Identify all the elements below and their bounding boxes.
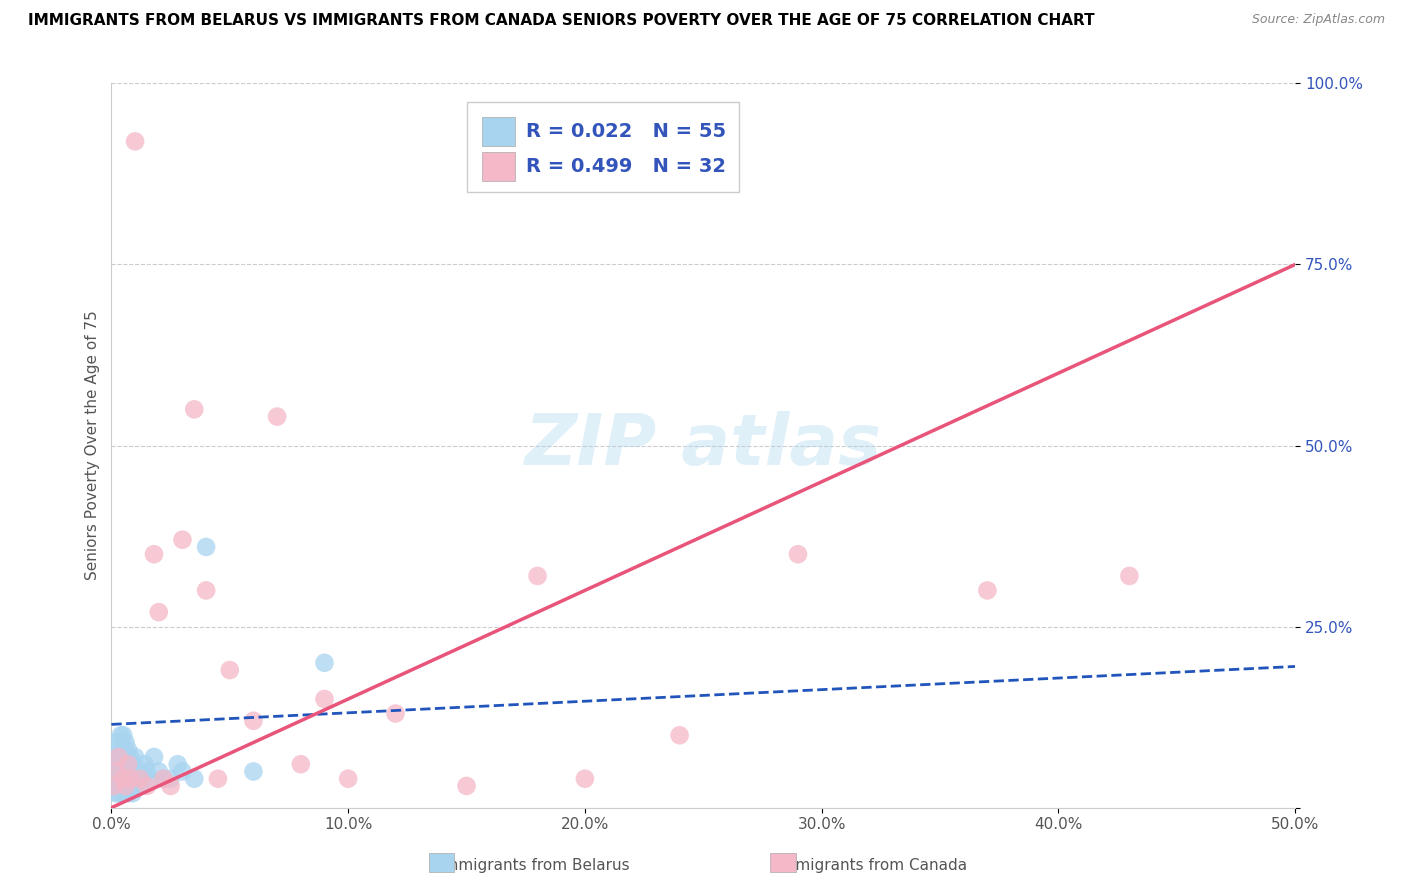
Point	[107, 764, 129, 779]
Point	[105, 786, 128, 800]
Point	[266, 409, 288, 424]
Point	[668, 728, 690, 742]
Point	[121, 772, 143, 786]
Point	[120, 750, 142, 764]
Text: Immigrants from Canada: Immigrants from Canada	[776, 858, 967, 872]
Point	[112, 728, 135, 742]
Point	[117, 772, 139, 786]
Point	[1118, 569, 1140, 583]
Point	[128, 772, 150, 786]
Point	[105, 764, 128, 779]
Point	[135, 764, 157, 779]
Point	[131, 772, 153, 786]
Point	[121, 757, 143, 772]
Point	[384, 706, 406, 721]
Point	[314, 692, 336, 706]
Point	[143, 547, 166, 561]
Point	[110, 728, 132, 742]
Point	[195, 583, 218, 598]
FancyBboxPatch shape	[482, 118, 515, 146]
Point	[124, 134, 146, 148]
Text: Source: ZipAtlas.com: Source: ZipAtlas.com	[1251, 13, 1385, 27]
Point	[103, 772, 125, 786]
Point	[114, 779, 136, 793]
Point	[159, 772, 181, 786]
Point	[117, 757, 139, 772]
Y-axis label: Seniors Poverty Over the Age of 75: Seniors Poverty Over the Age of 75	[86, 310, 100, 581]
Point	[152, 772, 174, 786]
Point	[134, 757, 156, 772]
Point	[135, 779, 157, 793]
Point	[124, 779, 146, 793]
Point	[195, 540, 218, 554]
Point	[526, 569, 548, 583]
Point	[117, 743, 139, 757]
Point	[107, 786, 129, 800]
Point	[103, 743, 125, 757]
Text: IMMIGRANTS FROM BELARUS VS IMMIGRANTS FROM CANADA SENIORS POVERTY OVER THE AGE O: IMMIGRANTS FROM BELARUS VS IMMIGRANTS FR…	[28, 13, 1095, 29]
Point	[110, 779, 132, 793]
Point	[112, 772, 135, 786]
Point	[107, 779, 129, 793]
Point	[103, 757, 125, 772]
FancyBboxPatch shape	[467, 102, 738, 192]
Point	[124, 750, 146, 764]
Point	[127, 772, 149, 786]
Point	[166, 757, 188, 772]
Point	[112, 757, 135, 772]
Text: R = 0.499   N = 32: R = 0.499 N = 32	[526, 157, 725, 177]
Point	[314, 656, 336, 670]
Point	[128, 764, 150, 779]
Point	[242, 714, 264, 728]
Point	[107, 750, 129, 764]
Point	[114, 764, 136, 779]
Point	[107, 757, 129, 772]
Point	[107, 750, 129, 764]
Point	[787, 547, 810, 561]
Point	[124, 764, 146, 779]
Point	[456, 779, 478, 793]
Point	[112, 786, 135, 800]
Point	[117, 786, 139, 800]
Point	[183, 772, 205, 786]
Point	[148, 605, 170, 619]
Point	[138, 772, 160, 786]
Point	[976, 583, 998, 598]
Point	[105, 735, 128, 749]
Point	[242, 764, 264, 779]
Point	[120, 764, 142, 779]
Point	[112, 772, 135, 786]
Point	[117, 757, 139, 772]
Point	[148, 764, 170, 779]
FancyBboxPatch shape	[482, 153, 515, 181]
Point	[172, 764, 194, 779]
Text: ZIP atlas: ZIP atlas	[524, 411, 882, 480]
Point	[114, 779, 136, 793]
Point	[337, 772, 360, 786]
Point	[159, 779, 181, 793]
Point	[110, 764, 132, 779]
Point	[120, 772, 142, 786]
Point	[121, 786, 143, 800]
Point	[128, 779, 150, 793]
Point	[105, 764, 128, 779]
Point	[120, 779, 142, 793]
Point	[143, 750, 166, 764]
Text: R = 0.022   N = 55: R = 0.022 N = 55	[526, 122, 725, 142]
Point	[218, 663, 240, 677]
Point	[112, 743, 135, 757]
Point	[114, 750, 136, 764]
Point	[105, 772, 128, 786]
Text: Immigrants from Belarus: Immigrants from Belarus	[439, 858, 630, 872]
Point	[574, 772, 596, 786]
Point	[172, 533, 194, 547]
Point	[110, 750, 132, 764]
Point	[207, 772, 229, 786]
Point	[114, 735, 136, 749]
Point	[290, 757, 312, 772]
Point	[152, 772, 174, 786]
Point	[103, 779, 125, 793]
Point	[183, 402, 205, 417]
